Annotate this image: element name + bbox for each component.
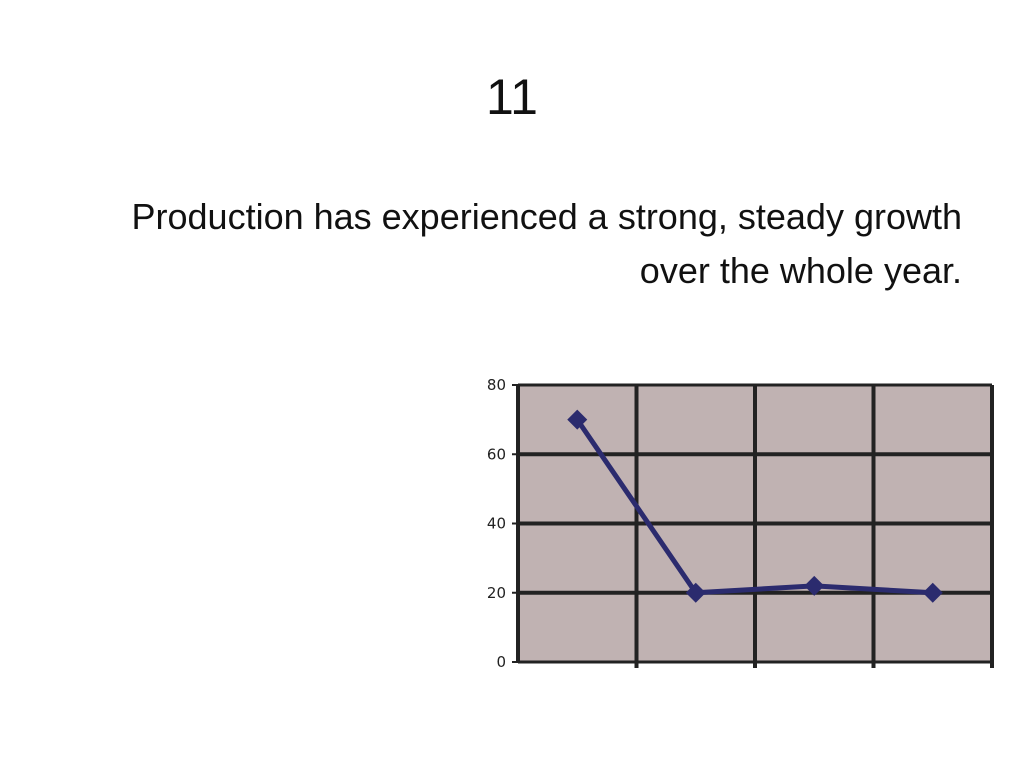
data-point [922, 582, 943, 603]
line-chart-svg: 0 20 40 60 80 [487, 376, 994, 671]
y-tick-label: 80 [487, 376, 506, 394]
y-tick-label: 60 [487, 445, 506, 463]
series-line [575, 418, 933, 596]
slide-title: 11 [486, 69, 538, 125]
y-tick-label: 0 [496, 653, 506, 671]
slide-body-text: Production has experienced a strong, ste… [131, 196, 963, 291]
data-point [567, 409, 588, 430]
line-chart: 0 20 40 60 80 [452, 370, 1012, 680]
y-tick-label: 40 [487, 515, 506, 533]
data-point [685, 582, 706, 603]
data-point [804, 575, 825, 596]
y-tick-label: 20 [487, 584, 506, 602]
